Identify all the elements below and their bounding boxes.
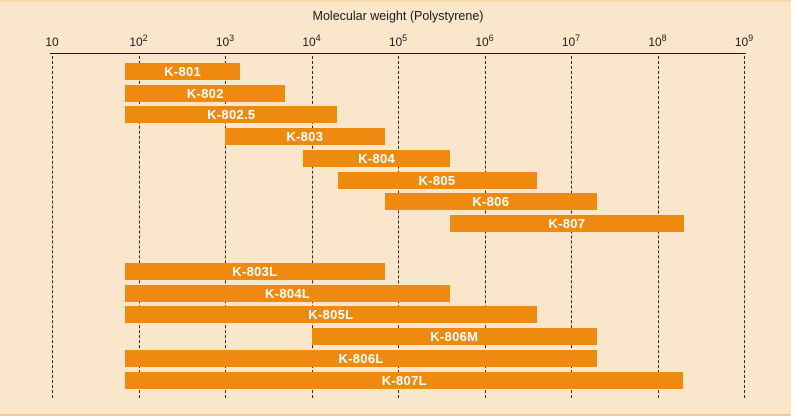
range-bar-label: K-805 bbox=[418, 172, 456, 188]
range-bar-label: K-803 bbox=[286, 129, 324, 145]
x-tick-label-10e2: 102 bbox=[129, 33, 148, 50]
x-tick-label-10e9: 109 bbox=[734, 33, 754, 50]
range-bar-label: K-804L bbox=[265, 285, 311, 301]
x-tick-label-10e4: 104 bbox=[302, 33, 321, 50]
range-bar-K-807: K-807 bbox=[450, 214, 684, 232]
range-bar-label: K-806 bbox=[472, 194, 510, 210]
x-tick-label-10e8: 108 bbox=[648, 33, 667, 50]
range-bar-label: K-805L bbox=[308, 307, 354, 323]
range-bar-K-804: K-804 bbox=[303, 149, 451, 167]
x-tick-label-10e5: 105 bbox=[388, 33, 408, 50]
range-bar-K-805: K-805 bbox=[337, 171, 537, 189]
gridline-10e2 bbox=[138, 56, 140, 398]
gridline-10e4 bbox=[311, 56, 313, 398]
range-bar-K-805L: K-805L bbox=[125, 306, 537, 324]
gridline-10e1 bbox=[52, 56, 53, 398]
range-bar-K-807L: K-807L bbox=[125, 371, 684, 389]
x-tick-label-10e3: 103 bbox=[215, 33, 235, 50]
range-bar-label: K-802.5 bbox=[207, 107, 256, 123]
chart-title: Molecular weight (Polystyrene) bbox=[312, 9, 484, 23]
gridline-10e5 bbox=[398, 56, 399, 398]
range-bar-K-803: K-803 bbox=[225, 128, 385, 146]
range-bar-K-802: K-802 bbox=[125, 84, 286, 102]
gridline-10e9 bbox=[744, 56, 745, 398]
x-axis-line bbox=[50, 53, 746, 54]
range-bar-label: K-806L bbox=[338, 350, 384, 366]
range-bar-label: K-807L bbox=[381, 372, 427, 388]
range-bar-label: K-807 bbox=[548, 215, 586, 231]
range-bar-K-803L: K-803L bbox=[125, 263, 385, 280]
range-bar-K-806: K-806 bbox=[384, 193, 597, 211]
range-bar-K-802.5: K-802.5 bbox=[125, 106, 338, 124]
range-bar-K-804L: K-804L bbox=[125, 284, 451, 302]
range-bar-label: K-804 bbox=[358, 150, 396, 166]
range-bar-K-801: K-801 bbox=[125, 63, 241, 80]
range-bar-label: K-801 bbox=[164, 64, 202, 79]
range-bar-K-806M: K-806M bbox=[311, 328, 597, 346]
range-bar-label: K-803L bbox=[232, 264, 278, 279]
x-tick-label-10e6: 106 bbox=[475, 33, 494, 50]
range-bar-K-806L: K-806L bbox=[125, 349, 597, 367]
x-tick-label-10e1: 10 bbox=[45, 35, 59, 49]
range-bar-label: K-806M bbox=[430, 329, 479, 345]
gridline-10e3 bbox=[225, 56, 226, 398]
x-tick-label-10e7: 107 bbox=[561, 33, 581, 50]
range-bar-label: K-802 bbox=[186, 85, 224, 101]
